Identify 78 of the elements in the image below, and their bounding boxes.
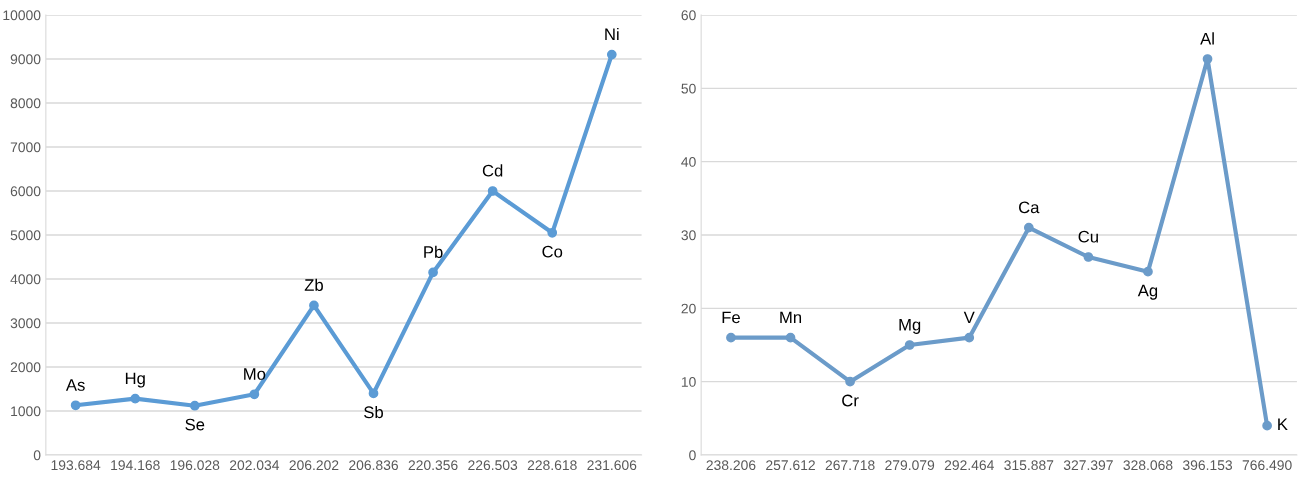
x-tick-label: 396.153 — [1182, 460, 1233, 471]
y-tick-label: 2000 — [10, 362, 41, 373]
y-tick-label: 10000 — [3, 10, 41, 21]
annotation: Hg — [125, 372, 145, 388]
y-tick-label: 9000 — [10, 54, 41, 65]
annotation: Fe — [722, 311, 740, 324]
y-tick-label: 60 — [681, 10, 696, 21]
point — [70, 400, 81, 411]
point — [309, 300, 319, 311]
x-tick-label: 238.206 — [706, 460, 756, 471]
point — [547, 227, 558, 238]
x-tick-label: 231.606 — [587, 460, 637, 471]
y-tick-label: 10 — [681, 377, 696, 387]
annotation: Ca — [1019, 201, 1040, 214]
x-tick-label: 228.618 — [527, 460, 577, 471]
point — [130, 393, 141, 404]
annotation: Pb — [424, 245, 443, 258]
point — [428, 267, 438, 278]
annotation: Mn — [780, 311, 802, 324]
x-tick-label: 766.490 — [1242, 460, 1292, 471]
y-tick-label: 4000 — [10, 274, 41, 285]
annotation: Cu — [1078, 230, 1098, 243]
point — [189, 400, 200, 411]
annotation: Mg — [899, 318, 921, 334]
x-tick-label: 267.718 — [825, 460, 875, 471]
point — [1202, 54, 1213, 64]
y-tick-label: 5000 — [10, 230, 41, 241]
annotation: Zb — [304, 278, 323, 291]
annotation: Se — [185, 418, 205, 431]
point — [1262, 420, 1272, 431]
point — [368, 388, 379, 399]
annotation: As — [65, 379, 85, 391]
point — [1083, 252, 1094, 262]
annotation: Cr — [842, 394, 859, 407]
point — [1023, 222, 1034, 233]
point — [1143, 266, 1153, 277]
point — [487, 186, 498, 196]
x-tick-label: 226.503 — [468, 460, 518, 471]
y-tick-label: 50 — [681, 83, 696, 94]
x-tick-label: 327.397 — [1063, 460, 1113, 471]
y-tick-label: 40 — [681, 157, 696, 167]
y-tick-label: 30 — [681, 230, 696, 241]
annotation: Ni — [605, 27, 619, 41]
x-tick-label: 328.068 — [1123, 460, 1173, 471]
y-tick-label: 0 — [33, 450, 41, 461]
y-tick-label: 7000 — [10, 142, 41, 153]
x-tick-label: 220.356 — [408, 460, 458, 471]
annotation: V — [963, 311, 975, 324]
x-tick-label: 206.202 — [289, 460, 339, 471]
point — [964, 332, 975, 343]
y-tick-label: 0 — [689, 450, 696, 461]
annotation: Al — [1200, 32, 1214, 45]
x-tick-label: 202.034 — [229, 460, 280, 471]
x-tick-label: 279.079 — [885, 460, 935, 471]
annotation: Ag — [1137, 284, 1158, 300]
annotation: K — [1278, 418, 1288, 430]
point — [726, 332, 736, 343]
annotation: Sb — [364, 405, 383, 419]
y-tick-label: 1000 — [11, 406, 41, 417]
annotation: Mo — [244, 368, 266, 380]
x-tick-label: 194.168 — [111, 460, 160, 471]
x-tick-label: 206.836 — [349, 460, 398, 471]
y-tick-label: 8000 — [10, 98, 41, 109]
point — [249, 389, 260, 400]
y-tick-label: 6000 — [10, 186, 41, 197]
point — [606, 49, 617, 60]
x-tick-label: 292.464 — [944, 460, 994, 471]
y-tick-label: 3000 — [10, 318, 41, 329]
y-tick-label: 20 — [681, 303, 696, 314]
x-tick-label: 315.887 — [1004, 460, 1054, 471]
x-tick-label: 196.028 — [170, 460, 220, 471]
x-tick-label: 193.684 — [51, 460, 101, 471]
x-tick-label: 257.612 — [766, 460, 815, 471]
point — [845, 376, 855, 387]
point — [785, 332, 796, 343]
point — [904, 340, 915, 350]
annotation: Cd — [482, 164, 503, 177]
annotation: Co — [542, 245, 563, 258]
